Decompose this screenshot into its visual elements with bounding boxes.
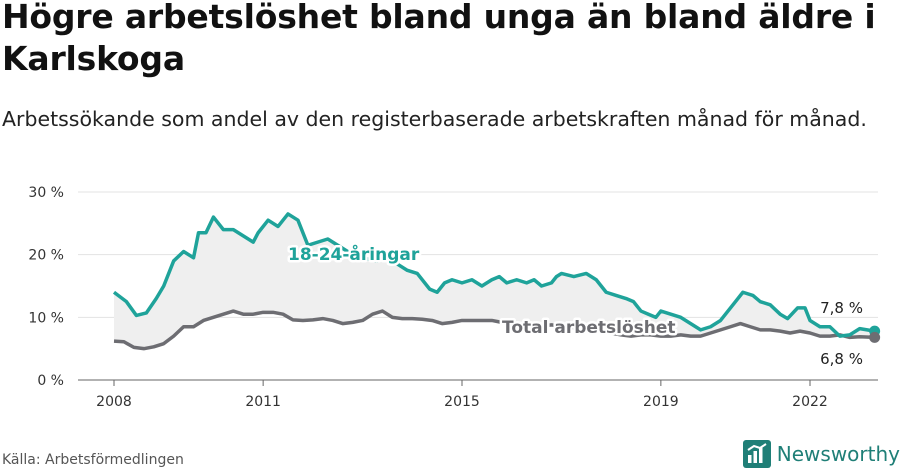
y-axis-ticks: 0 % 10 % 20 % 30 % (28, 185, 64, 389)
y-tick-label: 10 % (28, 310, 64, 326)
end-markers: 7,8 % 6,8 % (820, 299, 881, 368)
end-point-total (869, 331, 881, 343)
x-tick-label: 2011 (245, 394, 281, 410)
x-tick-label: 2022 (792, 394, 828, 410)
y-tick-label: 20 % (28, 248, 64, 264)
line-chart: 0 % 10 % 20 % 30 % 2008 2011 2015 2019 2022 18-… (28, 185, 881, 410)
chart-subtitle: Arbetssökande som andel av den registerb… (2, 107, 867, 131)
end-label-youth: 7,8 % (820, 299, 863, 317)
chart-title: Högre arbetslöshet bland unga än bland ä… (2, 0, 876, 78)
source-note: Källa: Arbetsförmedlingen (2, 452, 184, 468)
gap-band (114, 213, 875, 349)
y-tick-label: 0 % (37, 373, 64, 389)
series-label-youth: 18-24-åringar (288, 243, 420, 265)
x-tick-label: 2008 (96, 394, 132, 410)
brand-name: Newsworthy (776, 442, 900, 466)
newsworthy-logo-icon (742, 440, 771, 468)
series-label-youth-halo: 18-24-åringar (288, 243, 420, 265)
series-line-total (113, 309, 875, 351)
y-tick-label: 30 % (28, 185, 64, 201)
series-line-youth (112, 212, 875, 338)
series-label-total-halo: Total arbetslöshet (502, 318, 676, 338)
x-axis-ticks: 2008 2011 2015 2019 2022 (96, 380, 828, 410)
end-label-total: 6,8 % (820, 350, 863, 368)
x-tick-label: 2015 (444, 394, 480, 410)
brand-logo: Newsworthy (742, 440, 900, 468)
series-label-total: Total arbetslöshet (502, 318, 676, 338)
x-tick-label: 2019 (643, 394, 679, 410)
